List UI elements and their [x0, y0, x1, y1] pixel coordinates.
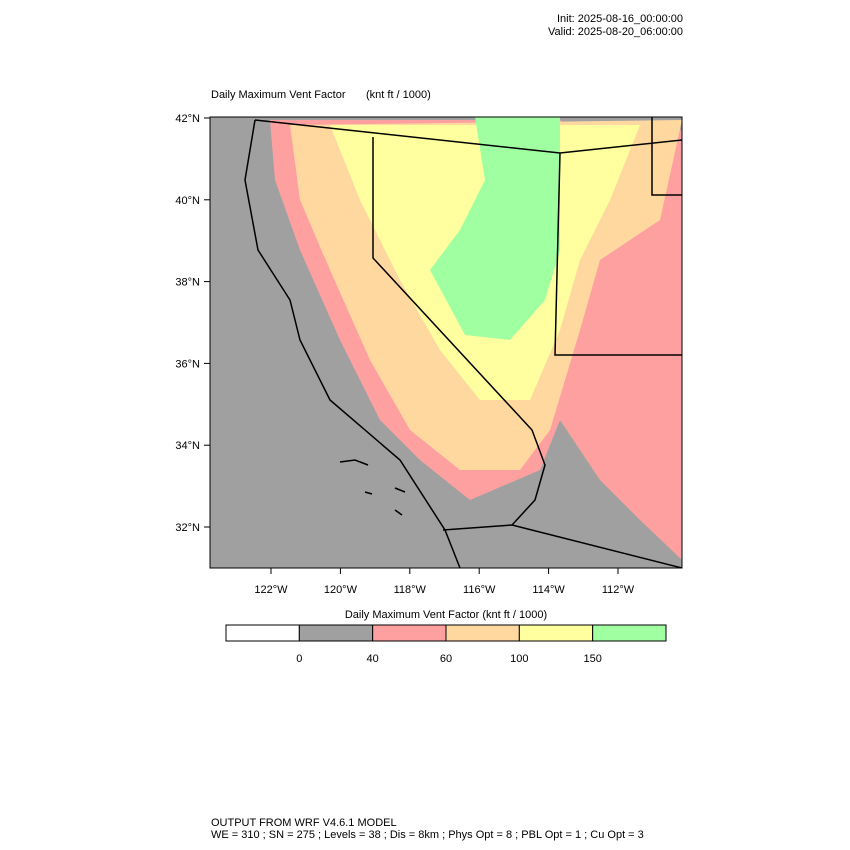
colorbar-label: 40 — [367, 653, 379, 665]
footer-line: WE = 310 ; SN = 275 ; Levels = 38 ; Dis … — [211, 829, 644, 841]
colorbar-label: 60 — [440, 653, 452, 665]
init-time: Init: 2025-08-16_00:00:00 — [557, 13, 683, 25]
valid-time: Valid: 2025-08-20_06:00:00 — [548, 26, 683, 38]
lat-label: 32°N — [175, 522, 200, 534]
colorbar-box — [445, 624, 520, 642]
lon-label: 116°W — [463, 584, 496, 596]
map — [209, 116, 683, 569]
coastline — [244, 119, 461, 568]
colorbar-label: 150 — [583, 653, 601, 665]
colorbar-label: 0 — [296, 653, 302, 665]
colorbar-label: 100 — [510, 653, 528, 665]
lon-label: 122°W — [254, 584, 288, 596]
colorbar-box — [372, 624, 447, 642]
colorbar-title: Daily Maximum Vent Factor (knt ft / 1000… — [345, 609, 547, 621]
lon-label: 114°W — [532, 584, 565, 596]
ocean — [210, 117, 460, 568]
colorbar: 0 40 60 100 150 — [225, 624, 667, 665]
colorbar-box — [298, 624, 374, 642]
lon-label: 112°W — [602, 584, 635, 596]
lon-label: 120°W — [324, 584, 358, 596]
map-frame — [209, 116, 683, 569]
footer-line: OUTPUT FROM WRF V4.6.1 MODEL — [211, 817, 397, 829]
lat-label: 38°N — [175, 277, 200, 289]
field-green — [430, 117, 560, 340]
lat-label: 42°N — [175, 113, 200, 125]
islands — [339, 459, 406, 516]
colorbar-box — [592, 624, 667, 642]
map-units: (knt ft / 1000) — [366, 89, 431, 101]
lat-label: 34°N — [175, 440, 200, 452]
state-borders — [254, 117, 682, 568]
lat-label: 40°N — [175, 195, 200, 207]
axes: 42°N 40°N 38°N 36°N 34°N 32°N 122°W 120°W 118°W 1… — [175, 113, 634, 596]
lat-label: 36°N — [175, 358, 200, 370]
lon-label: 118°W — [394, 584, 427, 596]
colorbar-box — [225, 624, 300, 642]
colorbar-box — [518, 624, 594, 642]
map-title: Daily Maximum Vent Factor — [211, 89, 346, 101]
